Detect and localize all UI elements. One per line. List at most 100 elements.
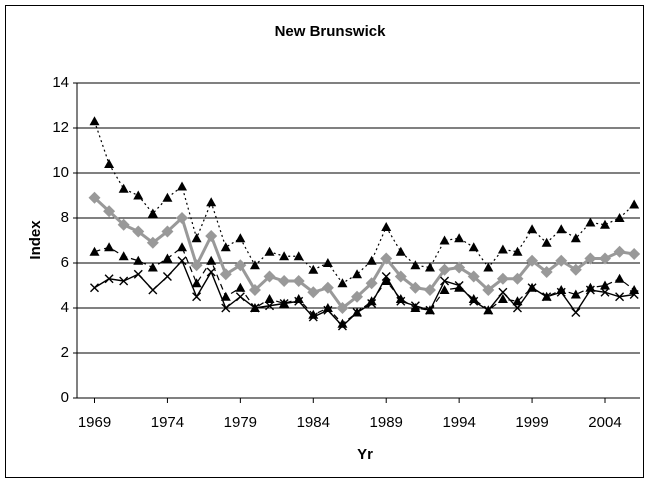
marker <box>615 292 625 302</box>
marker <box>206 267 216 277</box>
marker <box>511 272 524 285</box>
marker <box>365 277 378 290</box>
marker <box>294 296 304 306</box>
marker <box>570 233 581 243</box>
marker <box>90 283 99 293</box>
marker <box>438 263 451 276</box>
marker <box>292 275 305 287</box>
marker <box>599 280 610 290</box>
x-tick-label: 1994 <box>442 414 475 431</box>
marker <box>541 237 552 247</box>
marker <box>409 281 422 294</box>
marker <box>219 268 232 281</box>
marker <box>598 252 611 265</box>
marker <box>556 287 566 297</box>
marker <box>628 248 641 260</box>
marker <box>496 272 509 285</box>
marker <box>265 301 275 311</box>
marker <box>337 318 348 328</box>
marker <box>133 255 144 265</box>
marker <box>220 291 231 301</box>
marker <box>423 284 436 296</box>
marker <box>337 278 348 288</box>
marker <box>161 225 174 238</box>
marker <box>220 242 231 252</box>
marker <box>162 272 172 281</box>
marker <box>293 294 304 303</box>
marker <box>351 290 364 303</box>
chart-frame <box>5 5 644 478</box>
marker <box>570 289 581 299</box>
marker <box>482 284 495 296</box>
marker <box>191 278 202 288</box>
x-tick-label: 1999 <box>515 414 548 431</box>
marker <box>322 303 333 312</box>
marker <box>527 283 537 293</box>
x-tick-label: 2004 <box>588 414 621 431</box>
marker <box>190 259 203 272</box>
marker <box>248 284 261 296</box>
marker <box>555 254 568 267</box>
marker <box>526 254 539 267</box>
marker <box>498 287 508 297</box>
marker <box>104 274 114 284</box>
marker <box>104 242 115 252</box>
marker <box>395 246 406 256</box>
marker <box>263 270 276 283</box>
marker <box>454 281 464 290</box>
marker <box>425 305 435 315</box>
marker <box>234 259 247 272</box>
marker <box>177 181 188 191</box>
marker <box>396 296 406 306</box>
marker <box>540 266 553 278</box>
chart-title: New Brunswick <box>275 23 387 40</box>
marker <box>454 282 465 292</box>
marker <box>104 159 115 168</box>
y-tick-label: 14 <box>52 74 69 91</box>
y-tick-label: 2 <box>61 344 69 361</box>
marker <box>613 245 626 258</box>
marker <box>584 252 597 265</box>
y-tick-label: 6 <box>61 254 69 271</box>
marker <box>191 233 202 243</box>
marker <box>410 301 420 311</box>
marker <box>512 303 522 313</box>
marker <box>118 183 129 193</box>
marker <box>439 235 450 245</box>
marker <box>205 230 218 242</box>
marker <box>117 218 130 231</box>
marker <box>468 242 479 252</box>
marker <box>599 219 610 229</box>
marker <box>206 255 217 265</box>
marker <box>352 269 363 279</box>
x-tick-label: 1984 <box>297 414 330 431</box>
marker <box>235 282 246 292</box>
marker <box>571 308 581 317</box>
marker <box>439 285 450 294</box>
x-tick-label: 1969 <box>78 414 111 431</box>
marker <box>89 116 100 126</box>
x-tick-label: 1989 <box>370 414 403 431</box>
marker <box>352 308 362 317</box>
marker <box>177 242 188 252</box>
marker <box>497 244 508 254</box>
marker <box>453 261 466 274</box>
marker <box>614 273 625 283</box>
marker <box>410 303 421 312</box>
marker <box>585 285 595 295</box>
marker <box>337 321 347 331</box>
marker <box>440 276 450 286</box>
marker <box>424 262 435 272</box>
marker <box>410 260 421 270</box>
marker <box>176 212 189 224</box>
marker <box>308 312 318 322</box>
marker <box>162 253 173 263</box>
marker <box>381 272 391 281</box>
y-tick-label: 8 <box>61 209 69 226</box>
y-tick-label: 12 <box>52 119 69 136</box>
y-tick-label: 10 <box>52 164 69 181</box>
marker <box>483 305 493 315</box>
x-tick-label: 1974 <box>151 414 184 431</box>
marker <box>146 236 159 249</box>
marker <box>569 263 582 276</box>
